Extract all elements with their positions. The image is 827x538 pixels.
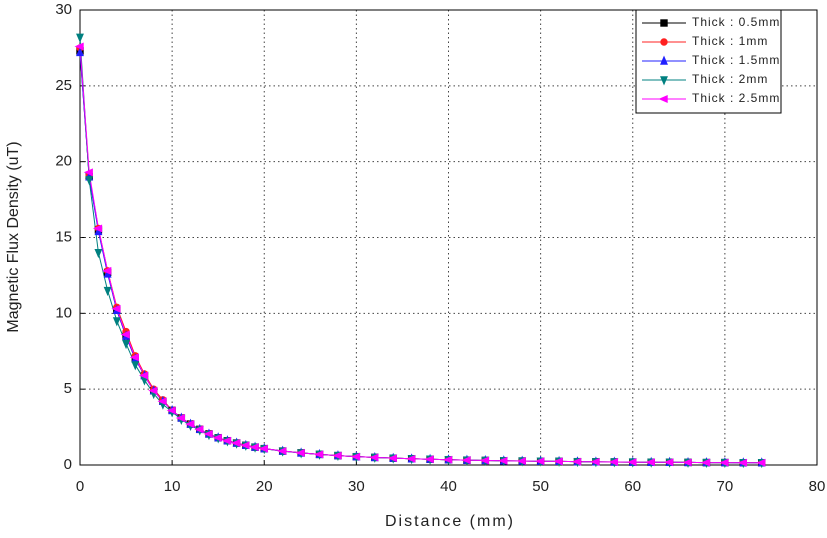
- data-point: [387, 454, 397, 463]
- y-tick-label: 0: [64, 456, 72, 473]
- legend-marker: [660, 55, 668, 65]
- data-point: [479, 456, 490, 465]
- legend-label: Thick : 1mm: [692, 34, 768, 48]
- data-point: [277, 447, 287, 456]
- y-tick-label: 25: [55, 77, 72, 94]
- data-point: [240, 441, 250, 450]
- data-point: [221, 436, 232, 445]
- data-point: [194, 425, 204, 434]
- data-point: [122, 339, 131, 350]
- data-point: [103, 286, 112, 297]
- x-axis-label: Distance (mm): [385, 513, 515, 530]
- data-point: [572, 457, 582, 466]
- x-tick-label: 50: [532, 478, 549, 495]
- data-point: [231, 439, 241, 447]
- data-point: [443, 455, 453, 464]
- x-tick-label: 30: [348, 478, 365, 495]
- data-point: [212, 433, 222, 442]
- data-point: [94, 248, 103, 259]
- data-point: [590, 457, 600, 466]
- y-axis-label: Magnetic Flux Density (uT): [5, 141, 22, 332]
- legend-marker: [660, 19, 668, 27]
- data-point: [350, 452, 361, 461]
- data-point: [332, 451, 342, 460]
- data-point: [756, 458, 766, 467]
- data-point: [112, 317, 121, 327]
- data-point: [498, 456, 508, 465]
- y-tick-label: 10: [55, 304, 72, 321]
- data-point: [131, 361, 140, 371]
- data-point: [516, 457, 526, 466]
- data-point: [535, 457, 545, 466]
- data-point: [627, 458, 637, 467]
- data-point: [608, 458, 619, 466]
- y-tick-label: 15: [55, 228, 72, 245]
- legend-label: Thick : 0.5mm: [692, 15, 780, 29]
- data-point: [83, 168, 93, 177]
- data-point: [719, 458, 729, 467]
- data-point: [424, 455, 434, 464]
- data-point: [249, 443, 259, 452]
- data-point: [664, 458, 674, 467]
- data-point: [148, 386, 158, 395]
- x-tick-label: 10: [164, 478, 181, 495]
- legend-label: Thick : 2mm: [692, 72, 768, 86]
- data-point: [175, 414, 186, 422]
- y-tick-label: 20: [55, 153, 72, 170]
- data-point: [102, 266, 112, 275]
- x-tick-label: 20: [256, 478, 273, 495]
- data-point: [74, 42, 84, 51]
- legend-label: Thick : 1.5mm: [692, 53, 780, 67]
- data-point: [92, 224, 103, 233]
- data-point: [700, 458, 711, 467]
- data-point: [369, 453, 379, 462]
- data-point: [737, 458, 747, 467]
- legend: Thick : 0.5mm Thick : 1mm Thick : 1.5mm Thi…: [635, 9, 782, 114]
- x-tick-label: 40: [440, 478, 457, 495]
- data-point: [406, 454, 416, 463]
- data-point: [76, 47, 84, 57]
- series-line: [79, 52, 762, 464]
- data-point: [139, 371, 149, 380]
- x-tick-label: 80: [809, 478, 826, 495]
- data-point: [314, 450, 324, 459]
- legend-marker: [658, 95, 668, 103]
- data-point: [258, 444, 268, 453]
- data-point: [166, 406, 176, 415]
- data-point: [120, 330, 130, 339]
- data-point: [85, 176, 94, 186]
- data-point: [553, 457, 563, 466]
- legend-marker: [660, 38, 668, 46]
- data-point: [295, 448, 305, 457]
- y-tick-label: 5: [64, 380, 72, 397]
- x-tick-label: 0: [76, 478, 84, 495]
- data-point: [76, 33, 84, 43]
- y-tick-label: 30: [55, 1, 72, 18]
- x-tick-label: 70: [717, 478, 734, 495]
- data-point: [645, 458, 655, 467]
- data-point: [461, 456, 471, 465]
- x-tick-label: 60: [624, 478, 641, 495]
- data-point: [129, 353, 139, 362]
- data-point: [111, 304, 121, 313]
- data-point: [682, 458, 692, 467]
- data-point: [185, 420, 195, 429]
- legend-marker: [660, 76, 668, 86]
- legend-label: Thick : 2.5mm: [692, 91, 780, 105]
- data-point: [203, 429, 213, 438]
- data-point: [157, 397, 167, 406]
